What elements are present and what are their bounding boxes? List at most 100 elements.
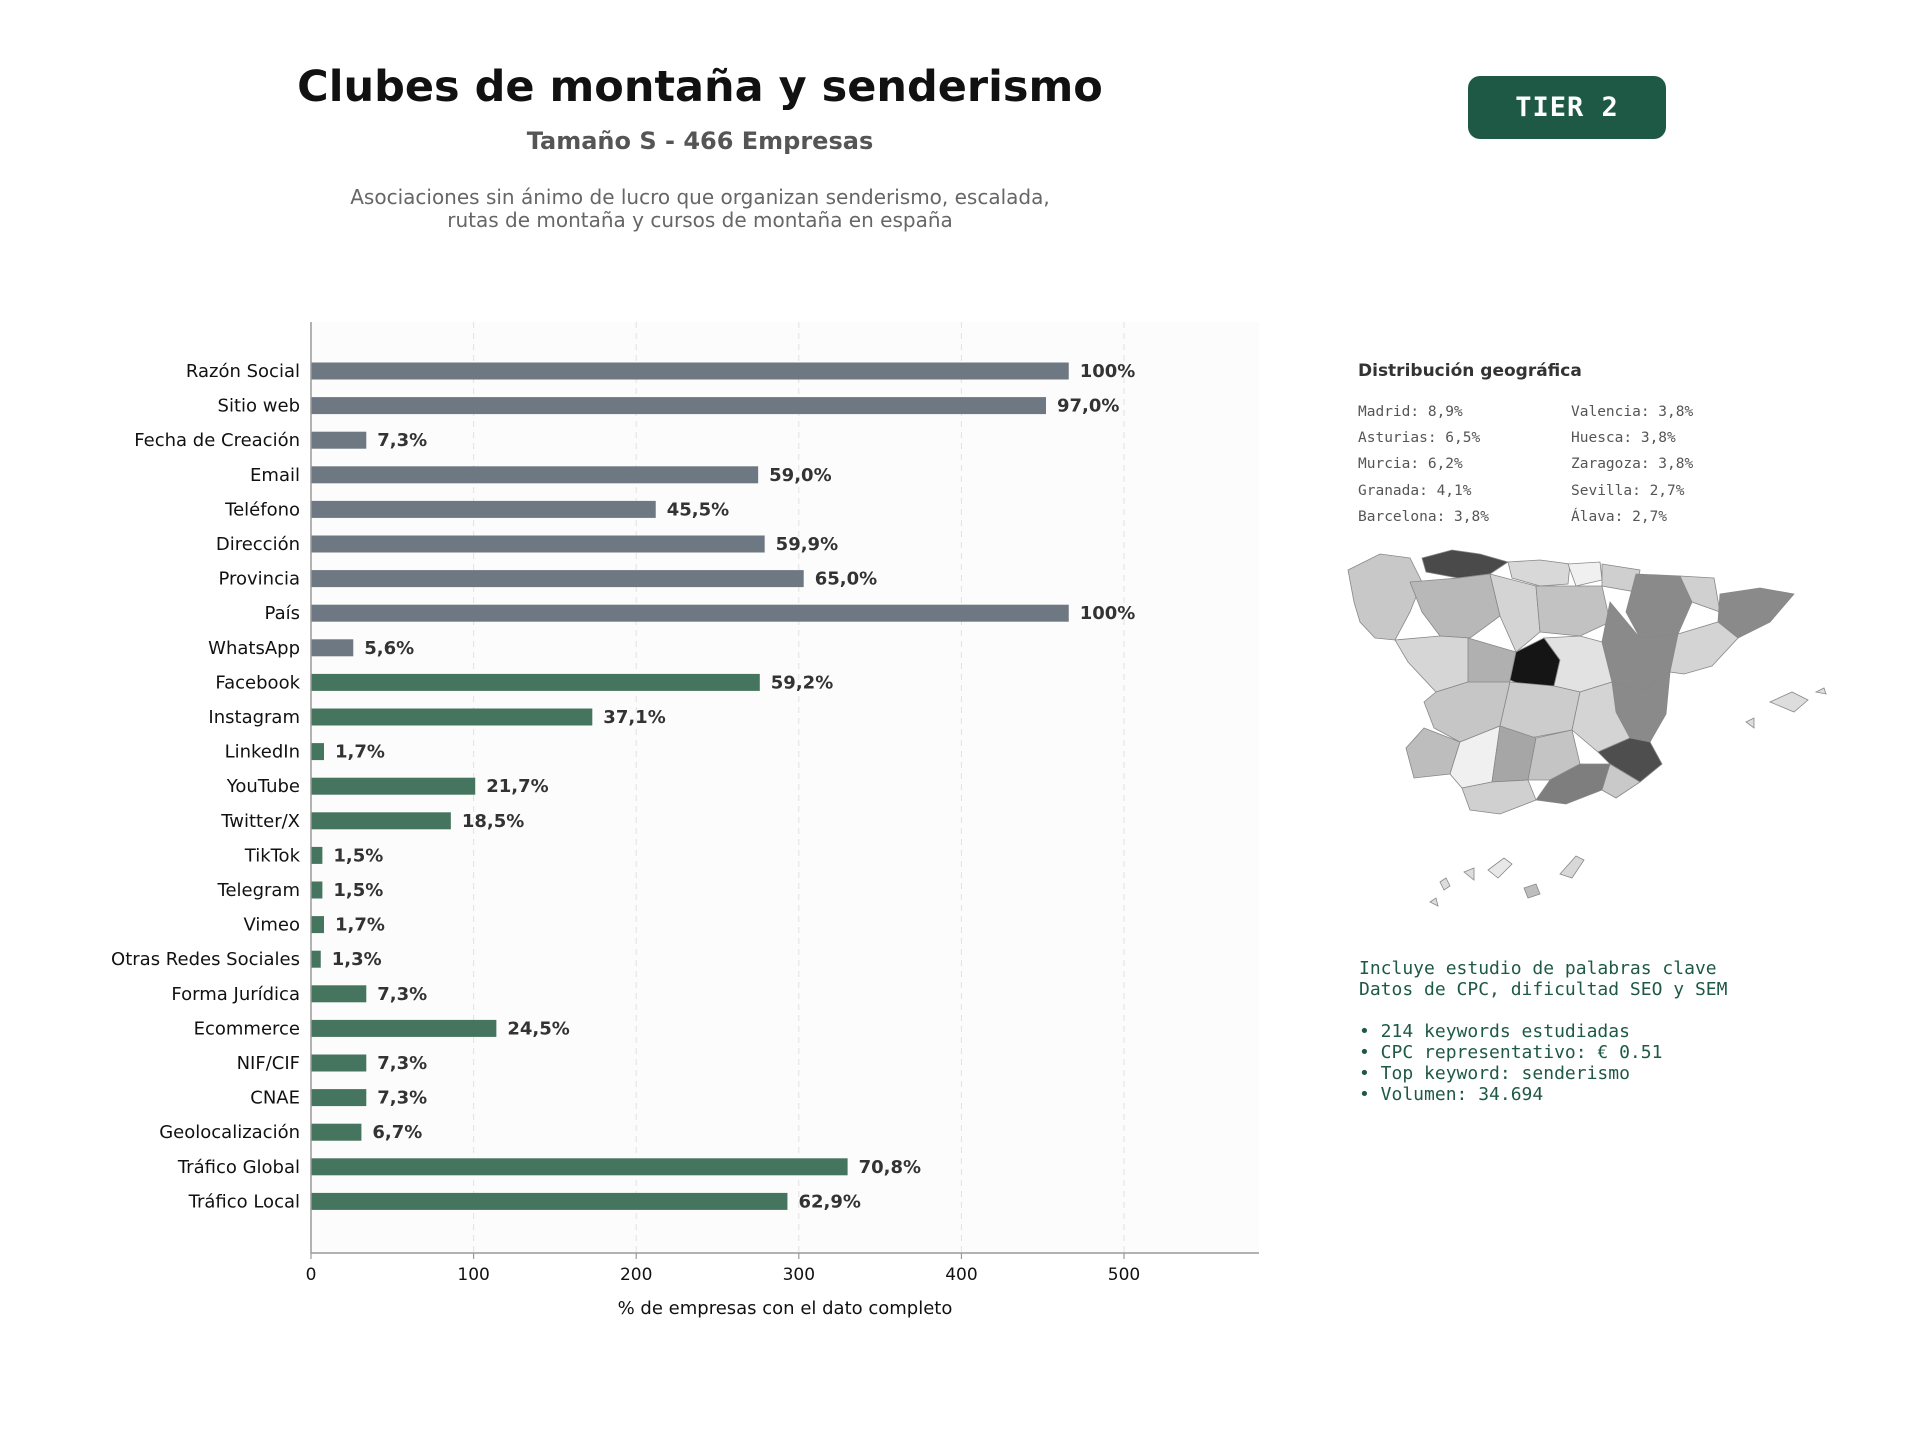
bar [311,431,367,449]
value-label: 7,3% [377,984,427,1005]
value-label: 100% [1080,603,1136,624]
category-label: LinkedIn [225,742,300,763]
geo-item: Álava: 2,7% [1571,508,1668,525]
map-region [1347,553,1423,641]
category-label: WhatsApp [208,638,300,659]
value-label: 1,7% [335,742,385,763]
page-title: Clubes de montaña y senderismo [297,62,1103,112]
bar [311,985,367,1003]
map-region [1507,559,1571,587]
bars [311,362,1069,1210]
map-region-asturias [1421,549,1509,579]
x-tick-label: 200 [620,1265,652,1285]
map-region [1523,883,1541,899]
bar [311,1054,367,1072]
bar [311,743,325,761]
map-region [1409,573,1501,639]
value-label: 62,9% [798,1191,860,1212]
x-tick-label: 100 [457,1265,489,1285]
map-region [1489,573,1541,653]
x-tick-label: 400 [945,1265,977,1285]
bar [311,1089,367,1107]
bar [311,466,759,484]
keyword-bullet: • 214 keywords estudiadas [1359,1021,1630,1042]
value-label: 6,7% [372,1122,422,1143]
map-region [1394,635,1471,693]
category-label: Tráfico Global [177,1157,300,1178]
map-region [1745,717,1755,729]
category-label: YouTube [226,776,300,797]
bar [311,846,323,864]
x-tick-label: 300 [783,1265,815,1285]
geo-item: Huesca: 3,8% [1571,430,1676,447]
bar [311,1192,788,1210]
keyword-bullets: • 214 keywords estudiadas • CPC represen… [1359,1021,1662,1105]
value-label: 97,0% [1057,396,1119,417]
value-label: 7,3% [377,1088,427,1109]
category-label: Dirección [216,534,300,555]
keyword-bullet: • Volumen: 34.694 [1359,1084,1544,1105]
geo-list-right: Valencia: 3,8% Huesca: 3,8% Zaragoza: 3,… [1571,399,1693,530]
bar [311,1158,848,1176]
map-region [1463,867,1475,881]
category-label: Telegram [217,880,300,901]
bar [311,812,451,830]
category-label: Email [250,465,300,486]
category-label: Twitter/X [220,811,300,832]
value-label: 59,0% [769,465,831,486]
map-region-baleares [1768,691,1809,713]
bar [311,397,1046,415]
geo-title: Distribución geográfica [1358,361,1582,381]
geo-item: Zaragoza: 3,8% [1571,456,1694,473]
bar [311,1019,497,1037]
bar [311,777,476,795]
category-label: Otras Redes Sociales [111,949,300,970]
category-label: Provincia [218,569,300,590]
value-label: 1,5% [333,880,383,901]
category-label: País [265,603,300,624]
geo-item: Murcia: 6,2% [1358,456,1463,473]
bar [311,500,656,518]
value-label: 65,0% [815,569,877,590]
map-region [1429,897,1439,907]
map-region-huesca [1625,573,1693,639]
bar [311,604,1069,622]
geo-item: Valencia: 3,8% [1571,404,1694,420]
value-label: 59,2% [771,672,833,693]
value-label: 24,5% [507,1018,569,1039]
value-label: 1,7% [335,915,385,936]
category-label: Vimeo [243,915,300,936]
map-region [1535,585,1611,637]
map-region [1559,855,1585,879]
bar [311,673,760,691]
bar [311,570,804,588]
keyword-bullet: • CPC representativo: € 0.51 [1359,1042,1663,1063]
category-labels: Razón Social Sitio web Fecha de Creación Em… [111,361,301,1212]
map-region-barcelona [1717,587,1795,639]
geo-item: Asturias: 6,5% [1358,430,1481,447]
value-label: 18,5% [462,811,524,832]
description-line: Asociaciones sin ánimo de lucro que orga… [350,185,1050,209]
value-label: 1,5% [333,845,383,866]
keyword-intro-line: Datos de CPC, dificultad SEO y SEM [1359,979,1728,1000]
bar [311,1123,362,1141]
value-label: 70,8% [859,1157,921,1178]
map-region [1814,687,1827,695]
value-label: 21,7% [486,776,548,797]
geo-list-left: Madrid: 8,9% Asturias: 6,5% Murcia: 6,2%… [1358,399,1489,530]
category-label: Fecha de Creación [134,430,300,451]
value-label: 100% [1080,361,1136,382]
category-label: Geolocalización [159,1122,300,1143]
bar [311,881,323,899]
map-region [1461,779,1537,815]
x-ticks: 0 100 200 300 400 500 [306,1253,1140,1285]
value-label: 5,6% [364,638,414,659]
x-axis-label: % de empresas con el dato completo [618,1298,953,1319]
bar [311,708,593,726]
value-label: 37,1% [603,707,665,728]
category-label: CNAE [250,1088,300,1109]
bar [311,916,325,934]
map-region [1601,763,1641,799]
value-label: 45,5% [667,499,729,520]
category-label: NIF/CIF [237,1053,300,1074]
